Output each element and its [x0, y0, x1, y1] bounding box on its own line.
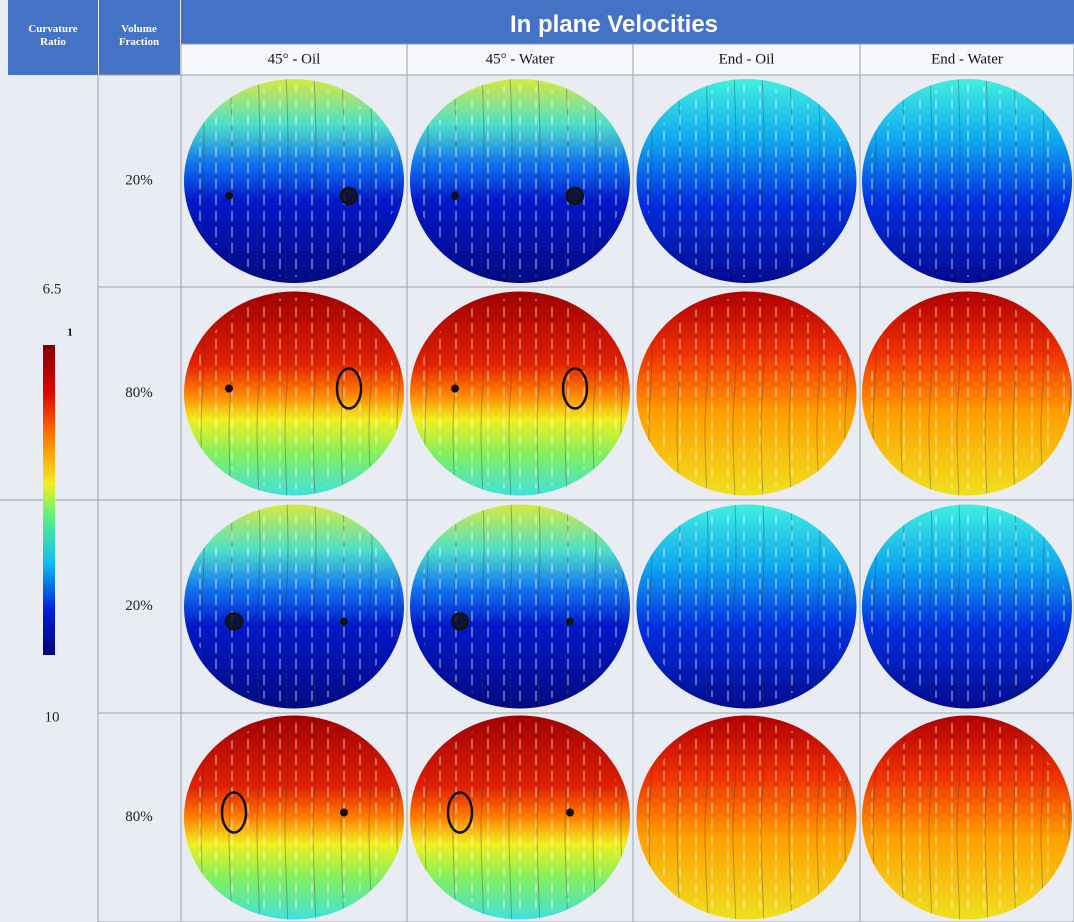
velocity-arrows [416, 298, 624, 490]
velocity-arrows [190, 298, 398, 490]
velocity-arrows [190, 511, 398, 703]
velocity-arrows [643, 85, 851, 277]
colorbar [43, 345, 55, 655]
title: In plane Velocities [510, 11, 718, 38]
velocity-arrows [868, 85, 1066, 277]
velocity-arrows [643, 722, 851, 914]
header-text: Fraction [119, 36, 159, 48]
velocity-arrows [868, 298, 1066, 490]
vortex [226, 614, 242, 630]
figure: Curvature Ratio Volume Fraction In plane… [0, 0, 1074, 922]
volume-fraction: 20% [125, 172, 153, 188]
header-text: Ratio [40, 36, 66, 48]
vortex [566, 809, 574, 817]
vortex [340, 809, 348, 817]
column-header: End - Oil [719, 51, 775, 67]
vortex [451, 385, 459, 393]
curvature-ratio: 10 [45, 709, 60, 725]
volume-fraction: 80% [125, 385, 153, 401]
vortex [567, 188, 583, 204]
velocity-arrows [868, 722, 1066, 914]
velocity-arrows [416, 511, 624, 703]
curvature-ratio: 6.5 [43, 281, 62, 297]
vortex [341, 188, 357, 204]
vortex [451, 192, 459, 200]
grid: 45° - Oil 45° - Water End - Oil End - Water… [0, 44, 1074, 922]
header-text: Curvature [28, 23, 77, 35]
velocity-arrows [643, 511, 851, 703]
vortex [566, 618, 574, 626]
vortex [340, 618, 348, 626]
volume-fraction: 80% [125, 809, 153, 825]
vortex [225, 385, 233, 393]
vortex [225, 192, 233, 200]
vortex [452, 614, 468, 630]
header-text: Volume [121, 23, 157, 35]
volume-fraction: 20% [125, 598, 153, 614]
colorbar-label: 1 [67, 327, 73, 339]
column-header: 45° - Oil [268, 51, 321, 67]
velocity-arrows [643, 298, 851, 490]
velocity-arrows [416, 85, 624, 277]
column-header: End - Water [931, 51, 1003, 67]
column-header: 45° - Water [486, 51, 555, 67]
velocity-arrows [190, 85, 398, 277]
velocity-arrows [868, 511, 1066, 703]
